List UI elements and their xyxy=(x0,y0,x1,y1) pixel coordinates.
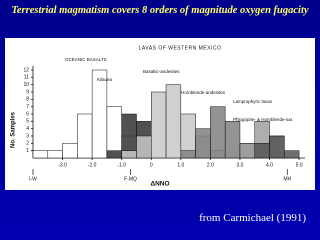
series-label: Basaltic-andesites xyxy=(143,69,180,74)
y-tick-label: 10 xyxy=(23,82,29,88)
y-tick-label: 2 xyxy=(26,141,29,147)
x-tick-label: -3.0 xyxy=(58,162,67,168)
series-label: Phlogopite- & Hornblende-sar. xyxy=(233,117,293,122)
chart-header: LAVAS OF WESTERN MEXICO xyxy=(139,45,222,51)
histogram-bar xyxy=(195,128,211,159)
histogram-bar xyxy=(180,150,196,159)
histogram-bar xyxy=(269,135,285,159)
y-tick-label: 4 xyxy=(26,126,29,132)
histogram-bar xyxy=(77,113,93,159)
y-tick-label: 8 xyxy=(26,97,29,103)
histogram-bar xyxy=(106,150,122,159)
series-label: Kilauea xyxy=(97,77,113,82)
histogram-bar xyxy=(239,143,255,159)
y-tick-label: 3 xyxy=(26,133,29,139)
y-tick-label: 5 xyxy=(26,119,29,125)
x-tick-label: 3.0 xyxy=(236,162,243,168)
histogram-bar xyxy=(62,143,78,159)
x-axis-label: ΔNNO xyxy=(150,181,169,188)
histogram-bar xyxy=(32,150,49,159)
histogram-bar xyxy=(210,106,226,159)
y-tick-label: 9 xyxy=(26,89,29,95)
annotation-label: I-W xyxy=(29,176,37,182)
histogram-bar xyxy=(284,150,300,159)
histogram-bar xyxy=(121,150,137,159)
x-tick-label: 4.0 xyxy=(266,162,273,168)
series-label: Lamprophyric lavas xyxy=(233,99,273,104)
caption: from Carmichael (1991) xyxy=(199,212,306,224)
y-axis-label: No. Samples xyxy=(11,111,17,148)
y-tick-label: 12 xyxy=(23,67,29,73)
series-label: Hornblende-andesites xyxy=(181,90,226,95)
y-tick-label: 7 xyxy=(26,104,29,110)
y-tick-label: 6 xyxy=(26,111,29,117)
x-tick-label: 2.0 xyxy=(207,162,214,168)
x-tick-label: -1.0 xyxy=(117,162,126,168)
x-tick-label: 1.0 xyxy=(177,162,184,168)
histogram-bar xyxy=(151,91,167,159)
x-tick-label: -2.0 xyxy=(88,162,97,168)
histogram-bar xyxy=(91,69,108,159)
chart: LAVAS OF WESTERN MEXICO ΔNNO No. Samples… xyxy=(5,38,315,190)
histogram-bar xyxy=(136,135,152,159)
x-tick-label: 5.0 xyxy=(296,162,303,168)
slide-title: Terrestrial magmatism covers 8 orders of… xyxy=(11,5,309,16)
histogram-bar xyxy=(106,106,122,159)
annotation-label: F-MQ xyxy=(124,176,137,182)
histogram-bar xyxy=(165,84,182,159)
histogram-bar xyxy=(254,143,270,159)
y-tick-label: 11 xyxy=(24,75,29,81)
histogram-bar xyxy=(47,150,63,159)
histogram-bar xyxy=(224,121,241,159)
x-tick-label: 0 xyxy=(150,162,153,168)
y-tick-label: 1 xyxy=(26,148,29,154)
annotation-label: MH xyxy=(283,176,291,182)
series-label: OCEANIC BASALTS xyxy=(65,57,107,62)
